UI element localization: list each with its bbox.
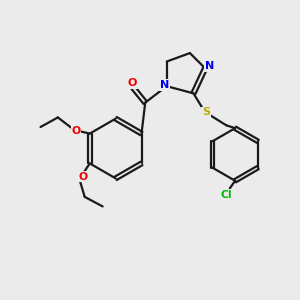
Text: N: N (160, 80, 169, 90)
Text: S: S (202, 107, 210, 118)
Text: O: O (128, 79, 137, 88)
Text: Cl: Cl (221, 190, 232, 200)
Text: O: O (78, 172, 88, 182)
Text: N: N (205, 61, 214, 71)
Text: O: O (71, 126, 81, 136)
